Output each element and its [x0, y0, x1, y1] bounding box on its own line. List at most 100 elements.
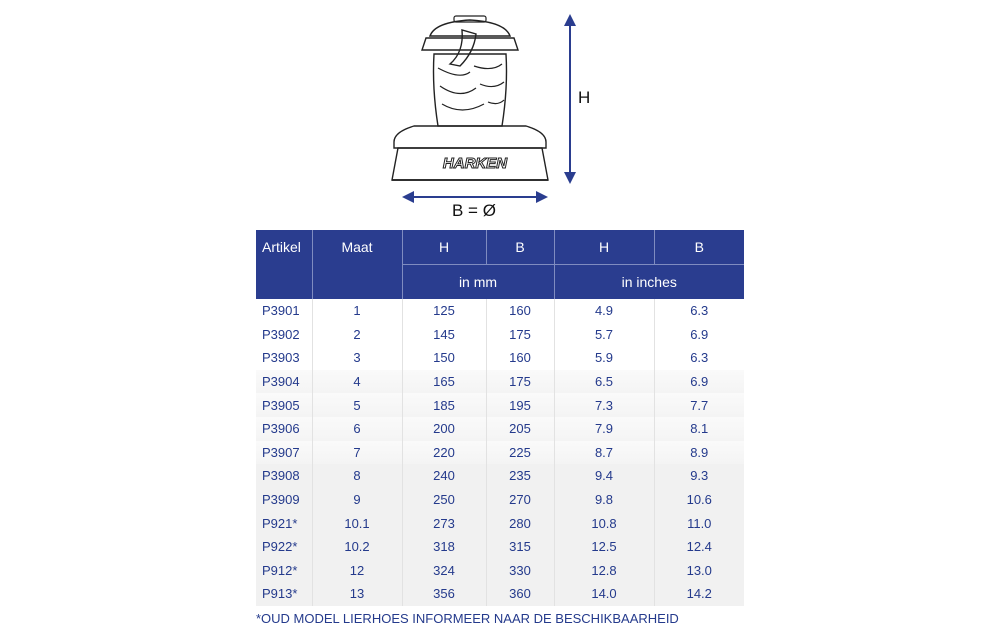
- cell-maat: 10.1: [311, 511, 402, 535]
- cell-maat: 8: [311, 464, 402, 488]
- cell-artikel: P3908: [256, 464, 312, 488]
- table-row: P3907 7 220 225 8.7 8.9: [256, 440, 744, 465]
- cell-artikel: P3904: [256, 369, 312, 394]
- cell-b-mm: 270: [485, 487, 554, 512]
- cell-h-inches: 7.9: [553, 416, 654, 441]
- cell-maat: 3: [311, 346, 402, 370]
- cell-artikel: P912*: [256, 558, 312, 583]
- cell-b-inches: 14.2: [653, 582, 744, 606]
- table-row: P3908 8 240 235 9.4 9.3: [256, 464, 744, 488]
- table-row: P3902 2 145 175 5.7 6.9: [256, 322, 744, 347]
- table-row: P3906 6 200 205 7.9 8.1: [256, 416, 744, 441]
- cell-artikel: P922*: [256, 534, 312, 559]
- cell-b-mm: 160: [485, 346, 554, 370]
- cell-maat: 6: [311, 416, 402, 441]
- cell-h-inches: 10.8: [553, 511, 654, 535]
- cell-b-mm: 225: [485, 440, 554, 465]
- brand-logo: HARKEN: [443, 155, 508, 172]
- winch-drawing: HARKEN: [391, 14, 576, 203]
- cell-b-inches: 9.3: [653, 464, 744, 488]
- cell-h-inches: 14.0: [553, 582, 654, 606]
- base-label: B = Ø: [452, 201, 496, 220]
- cell-h-inches: 12.8: [553, 558, 654, 583]
- cell-b-mm: 360: [485, 582, 554, 606]
- table-row: P3903 3 150 160 5.9 6.3: [256, 346, 744, 370]
- cell-h-mm: 145: [401, 322, 486, 347]
- cell-h-inches: 4.9: [553, 299, 654, 323]
- spec-table: Artikel Maat H B H B in mm in inches P39…: [256, 230, 744, 606]
- cell-b-mm: 175: [485, 369, 554, 394]
- cell-b-inches: 8.1: [653, 416, 744, 441]
- table-row: P913* 13 356 360 14.0 14.2: [256, 582, 744, 606]
- table-row: P922* 10.2 318 315 12.5 12.4: [256, 534, 744, 559]
- cell-h-mm: 250: [401, 487, 486, 512]
- winch-diagram: HARKEN: [390, 8, 590, 223]
- cell-h-mm: 318: [401, 534, 486, 559]
- cell-b-mm: 205: [485, 416, 554, 441]
- cell-b-mm: 160: [485, 299, 554, 323]
- height-label: H: [578, 88, 591, 107]
- cell-h-inches: 6.5: [553, 369, 654, 394]
- cell-artikel: P3907: [256, 440, 312, 465]
- cell-h-inches: 8.7: [553, 440, 654, 465]
- cell-h-mm: 150: [401, 346, 486, 370]
- footnote: *OUD MODEL LIERHOES INFORMEER NAAR DE BE…: [256, 611, 679, 626]
- header-h-mm: H: [401, 230, 486, 265]
- cell-maat: 1: [311, 299, 402, 323]
- cell-artikel: P3901: [262, 303, 300, 319]
- header-artikel: Artikel: [256, 230, 312, 265]
- units-mm: in mm: [401, 264, 554, 299]
- cell-b-mm: 330: [485, 558, 554, 583]
- cell-b-inches: 10.6: [653, 487, 744, 512]
- cell-artikel: P3902: [262, 326, 300, 342]
- cell-h-mm: 273: [401, 511, 486, 535]
- cell-h-mm: 185: [401, 393, 486, 417]
- cell-maat: 13: [311, 582, 402, 606]
- table-row: P921* 10.1 273 280 10.8 11.0: [256, 511, 744, 535]
- cell-h-inches: 12.5: [553, 534, 654, 559]
- header-b-inches: B: [653, 230, 744, 265]
- cell-h-inches: 5.7: [553, 322, 654, 347]
- table-row: P3904 4 165 175 6.5 6.9: [256, 369, 744, 394]
- table-row: P3909 9 250 270 9.8 10.6: [256, 487, 744, 512]
- header-b-mm: B: [485, 230, 554, 265]
- cell-maat: 7: [311, 440, 402, 465]
- cell-artikel: P3903: [262, 350, 300, 366]
- cell-b-inches: 6.9: [653, 322, 744, 347]
- cell-maat: 12: [311, 558, 402, 583]
- cell-b-inches: 13.0: [653, 558, 744, 583]
- cell-maat: 10.2: [311, 534, 402, 559]
- cell-artikel: P3905: [256, 393, 312, 417]
- cell-b-inches: 8.9: [653, 440, 744, 465]
- cell-h-mm: 220: [401, 440, 486, 465]
- table-row: P3901 1 125 160 4.9 6.3: [256, 299, 744, 323]
- cell-h-mm: 200: [401, 416, 486, 441]
- cell-h-inches: 7.3: [553, 393, 654, 417]
- cell-h-inches: 9.8: [553, 487, 654, 512]
- table-row: P3905 5 185 195 7.3 7.7: [256, 393, 744, 417]
- cell-h-mm: 324: [401, 558, 486, 583]
- cell-h-mm: 240: [401, 464, 486, 488]
- cell-b-mm: 175: [485, 322, 554, 347]
- cell-b-mm: 195: [485, 393, 554, 417]
- table-row: P912* 12 324 330 12.8 13.0: [256, 558, 744, 583]
- header-h-inches: H: [553, 230, 654, 265]
- cell-artikel: P3909: [256, 487, 312, 512]
- cell-artikel: P921*: [256, 511, 312, 535]
- cell-b-inches: 6.3: [653, 299, 744, 323]
- cell-h-mm: 356: [401, 582, 486, 606]
- units-inches: in inches: [553, 264, 744, 299]
- cell-b-mm: 235: [485, 464, 554, 488]
- cell-h-inches: 9.4: [553, 464, 654, 488]
- cell-h-mm: 125: [401, 299, 486, 323]
- cell-maat: 2: [311, 322, 402, 347]
- cell-b-inches: 12.4: [653, 534, 744, 559]
- cell-b-inches: 6.9: [653, 369, 744, 394]
- cell-artikel: P913*: [256, 582, 312, 606]
- cell-maat: 9: [311, 487, 402, 512]
- cell-h-inches: 5.9: [553, 346, 654, 370]
- cell-artikel: P3906: [256, 416, 312, 441]
- cell-b-inches: 7.7: [653, 393, 744, 417]
- cell-b-mm: 315: [485, 534, 554, 559]
- cell-maat: 5: [311, 393, 402, 417]
